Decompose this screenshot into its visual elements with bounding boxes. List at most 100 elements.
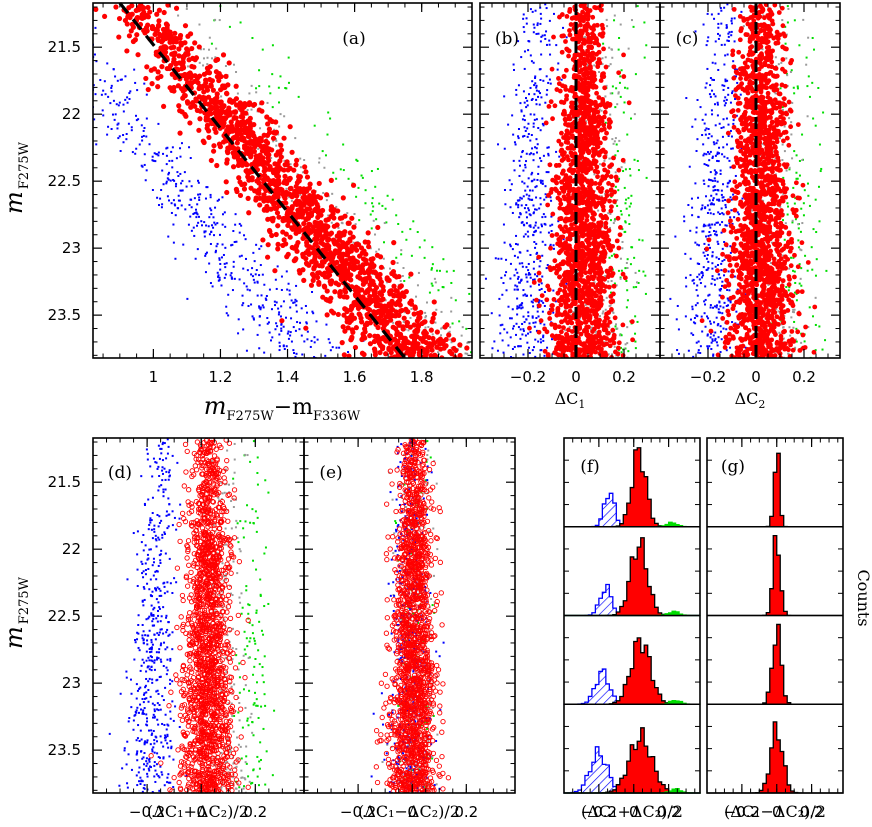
- blue-star-point: [81, 54, 83, 56]
- blue-star-point: [135, 119, 138, 122]
- blue-star-point: [523, 114, 526, 117]
- red-star-point: [275, 194, 281, 200]
- blue-star-point: [519, 337, 522, 340]
- red-star-point: [586, 150, 592, 156]
- red-star-point: [298, 201, 304, 207]
- blue-star-point: [210, 230, 213, 233]
- blue-star-point: [517, 206, 520, 209]
- blue-star-point: [523, 321, 526, 324]
- red-star-point: [613, 253, 619, 259]
- red-star-point: [192, 57, 198, 63]
- red-star-point: [550, 116, 555, 122]
- blue-star-point: [494, 257, 497, 260]
- blue-star-point: [531, 10, 534, 13]
- red-star-point: [595, 174, 600, 180]
- blue-star-point: [534, 338, 537, 341]
- blue-star-point: [507, 305, 510, 308]
- gray-star-point: [626, 326, 629, 329]
- blue-star-point: [116, 123, 119, 126]
- red-star-point: [536, 270, 542, 276]
- red-star-point: [557, 205, 563, 211]
- red-star-point: [602, 154, 608, 160]
- red-star-point: [201, 89, 207, 95]
- blue-star-point: [550, 215, 553, 218]
- blue-star-point: [539, 341, 542, 344]
- green-star-point: [620, 213, 623, 216]
- gray-star-point: [270, 156, 273, 159]
- blue-star-point: [329, 349, 332, 352]
- green-star-point: [633, 256, 636, 259]
- red-star-point: [269, 118, 275, 125]
- red-star-point: [180, 86, 186, 92]
- blue-star-point: [513, 274, 516, 277]
- red-star-point: [233, 186, 240, 192]
- blue-star-point: [520, 110, 523, 113]
- green-star-point: [371, 197, 374, 200]
- red-star-point: [319, 226, 325, 233]
- red-star-point: [569, 222, 574, 228]
- red-star-point: [116, 15, 123, 22]
- red-star-point: [171, 84, 177, 91]
- red-star-point: [225, 150, 231, 156]
- blue-star-point: [521, 180, 524, 183]
- red-star-point: [577, 69, 582, 75]
- panel-a-ytick-label: 23.5: [48, 306, 81, 324]
- blue-star-point: [300, 307, 303, 310]
- red-star-point: [598, 303, 604, 309]
- blue-star-point: [141, 139, 144, 142]
- red-star-point: [584, 324, 589, 330]
- blue-star-point: [544, 37, 547, 40]
- red-star-point: [391, 293, 397, 299]
- blue-star-point: [548, 39, 551, 42]
- blue-star-point: [540, 96, 543, 99]
- gray-star-point: [617, 91, 620, 94]
- blue-star-point: [283, 348, 286, 351]
- red-star-point: [347, 230, 353, 236]
- gray-star-point: [614, 323, 617, 326]
- gray-star-point: [473, 342, 475, 344]
- green-star-point: [430, 268, 433, 271]
- red-star-point: [213, 69, 219, 75]
- blue-star-point: [220, 256, 223, 259]
- gray-star-point: [613, 140, 616, 143]
- blue-star-point: [529, 225, 532, 228]
- red-star-point: [411, 322, 417, 328]
- red-star-point: [144, 64, 150, 70]
- red-star-point: [283, 200, 289, 206]
- green-star-point: [618, 36, 621, 39]
- red-star-point: [310, 198, 316, 204]
- red-star-point: [282, 173, 288, 179]
- green-star-point: [268, 85, 271, 88]
- blue-star-point: [82, 49, 84, 51]
- blue-star-point: [544, 185, 547, 188]
- blue-star-point: [203, 221, 206, 224]
- red-star-point: [252, 144, 258, 150]
- blue-star-point: [277, 307, 280, 310]
- red-star-point: [605, 315, 610, 321]
- red-star-point: [171, 88, 177, 94]
- blue-star-point: [524, 334, 527, 337]
- blue-star-point: [325, 323, 328, 326]
- red-star-point: [283, 231, 289, 237]
- red-star-point: [168, 35, 174, 41]
- blue-star-point: [94, 93, 97, 96]
- blue-star-point: [264, 297, 267, 300]
- gray-star-point: [616, 199, 619, 202]
- red-star-point: [341, 352, 347, 358]
- red-star-point: [244, 130, 250, 136]
- blue-star-point: [527, 132, 530, 135]
- blue-star-point: [224, 246, 227, 249]
- gray-star-point: [236, 92, 239, 95]
- red-star-point: [300, 227, 306, 233]
- green-star-point: [617, 269, 620, 272]
- blue-star-point: [294, 298, 297, 301]
- gray-star-point: [402, 267, 405, 270]
- blue-star-point: [532, 321, 535, 324]
- blue-star-point: [305, 321, 308, 324]
- blue-star-point: [530, 134, 533, 137]
- blue-star-point: [100, 93, 103, 96]
- green-star-point: [638, 238, 641, 241]
- blue-star-point: [227, 314, 230, 317]
- red-star-point: [339, 215, 345, 221]
- blue-star-point: [159, 197, 162, 200]
